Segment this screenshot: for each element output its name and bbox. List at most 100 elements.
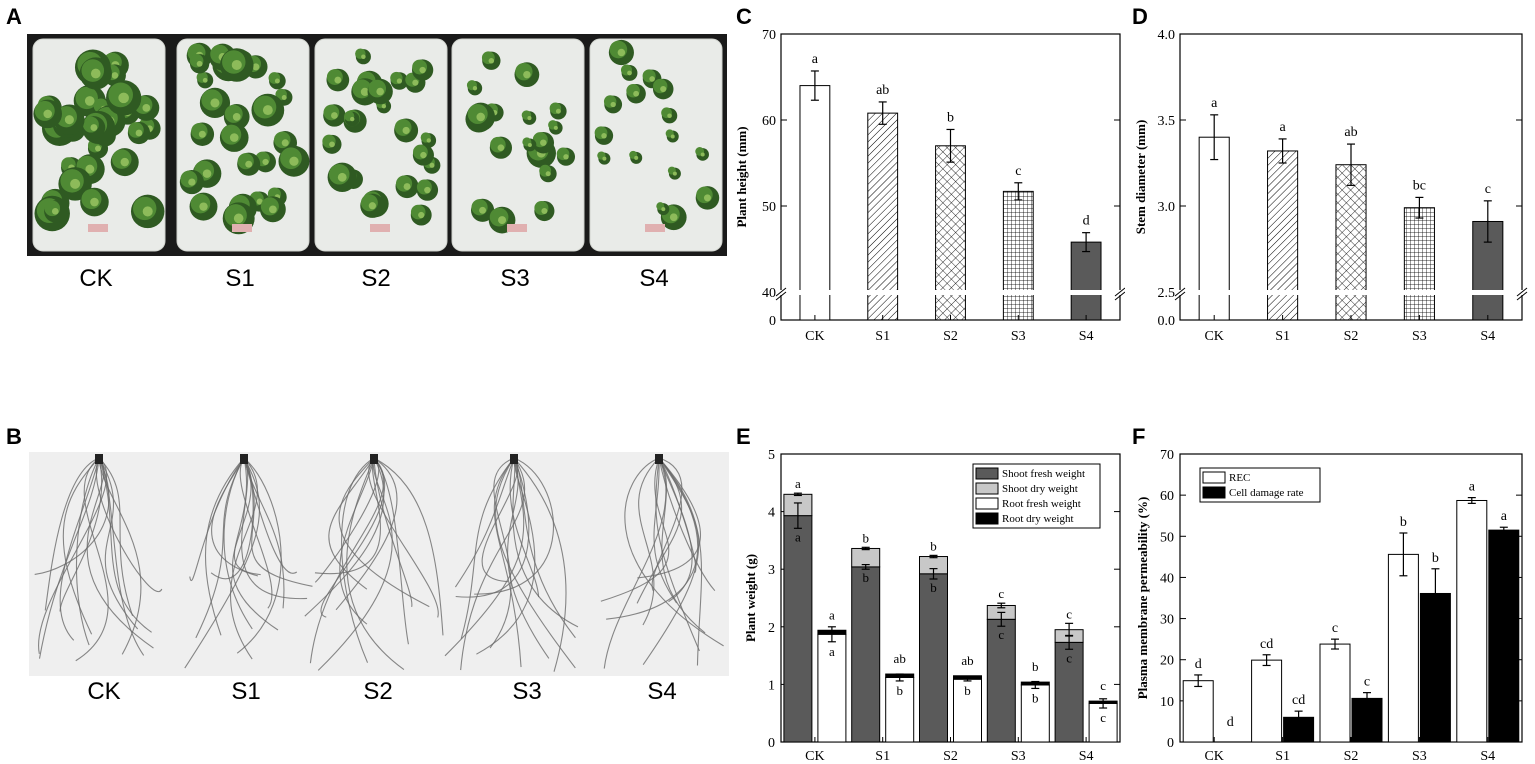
plant-leaf xyxy=(118,92,129,104)
plant-leaf xyxy=(210,98,220,108)
plant-leaf xyxy=(233,213,244,224)
axis-break-mark xyxy=(775,287,787,297)
plant-leaf xyxy=(198,130,206,138)
plant-leaf xyxy=(424,186,431,194)
plant-leaf xyxy=(191,123,208,140)
axis-break-mark xyxy=(1114,291,1125,301)
significance-letter: a xyxy=(795,476,801,491)
significance-letter: b xyxy=(930,538,937,553)
plant-leaf xyxy=(489,207,509,227)
bar-rec xyxy=(1251,659,1283,743)
plant-leaf xyxy=(229,133,239,142)
tray-tag xyxy=(232,224,252,232)
plant-leaf xyxy=(281,139,289,147)
significance-letter: b xyxy=(930,580,937,595)
plant-leaf xyxy=(274,78,280,84)
x-tick-label: S4 xyxy=(1079,329,1094,344)
significance-letter: d xyxy=(1195,657,1202,672)
plant-leaf xyxy=(497,144,505,152)
root-strand xyxy=(241,457,308,600)
significance-letter: cd xyxy=(1292,693,1305,708)
bar-shoot-fresh xyxy=(986,618,1016,743)
plant-leaf xyxy=(190,193,211,214)
significance-letter: a xyxy=(812,52,819,67)
bar xyxy=(1002,190,1034,321)
bar-root-fresh xyxy=(1088,702,1118,743)
significance-letter: d xyxy=(1083,214,1090,229)
plant-leaf xyxy=(142,206,153,217)
root-strand xyxy=(624,457,724,647)
plant-leaf xyxy=(329,141,335,148)
plant-leaf xyxy=(135,129,143,137)
plant-leaf xyxy=(256,198,263,205)
significance-letter: ab xyxy=(876,83,889,98)
plant-leaf xyxy=(111,72,119,79)
y-tick-label: 0 xyxy=(769,314,776,329)
significance-letter: b xyxy=(947,110,954,125)
significance-letter: a xyxy=(829,607,835,622)
plant-leaf xyxy=(289,156,299,166)
plant-leaf xyxy=(44,200,61,217)
significance-letter: c xyxy=(1332,621,1338,636)
x-tick-label: S3 xyxy=(1011,329,1026,344)
significance-letter: c xyxy=(1485,182,1491,197)
bar-cell-damage xyxy=(1488,529,1520,743)
plant-leaf xyxy=(498,216,507,225)
plant-leaf xyxy=(515,63,533,81)
plant-leaf xyxy=(202,169,212,178)
significance-letter: b xyxy=(1400,515,1407,530)
panel-letter-b: B xyxy=(6,424,22,449)
root-crown xyxy=(370,454,378,464)
tray xyxy=(451,38,585,252)
significance-letter: b xyxy=(896,683,903,698)
plant-leaf xyxy=(700,152,705,157)
photo-b-label-s1: S1 xyxy=(231,678,261,705)
plant-leaf xyxy=(360,87,369,96)
root-crown xyxy=(240,454,248,464)
bar xyxy=(867,112,899,321)
plant-leaf xyxy=(403,183,411,191)
plant-leaf xyxy=(609,40,628,59)
legend-swatch xyxy=(975,467,999,480)
significance-letter: b xyxy=(964,683,971,698)
root-strand xyxy=(98,457,134,616)
root-photo xyxy=(29,452,729,676)
x-tick-label: S2 xyxy=(943,749,958,764)
plant-leaf xyxy=(633,90,640,97)
bar xyxy=(799,85,831,321)
significance-letter: b xyxy=(1032,659,1039,674)
plant-leaf xyxy=(111,149,132,169)
significance-letter: b xyxy=(1032,690,1039,705)
plant-leaf xyxy=(419,66,426,74)
bar-shoot-fresh xyxy=(1054,641,1084,743)
root-strand xyxy=(373,457,413,608)
plant-leaf xyxy=(476,112,486,122)
photo-b-label-s2: S2 xyxy=(363,678,393,705)
y-tick-label: 3.5 xyxy=(1158,114,1176,129)
root-strand xyxy=(373,457,444,636)
significance-letter: c xyxy=(1100,710,1106,725)
y-tick-label: 5 xyxy=(768,448,775,463)
y-tick-label: 2 xyxy=(768,621,775,636)
chart-d-stem-diameter: 2.5 3.0 3.5 4.0 0.0 Stem diameter (mm) a CK a S1 a… xyxy=(1133,28,1528,344)
axis-break xyxy=(1176,290,1526,295)
x-tick-label: CK xyxy=(805,329,824,344)
root-strand xyxy=(243,457,313,587)
legend-label: Shoot dry weight xyxy=(1002,483,1078,495)
root-strand xyxy=(38,457,100,659)
plant-leaf xyxy=(64,115,74,125)
root-strand xyxy=(59,457,100,641)
root-strand xyxy=(460,457,526,671)
plant-leaf xyxy=(627,70,632,76)
plant-leaf xyxy=(262,158,269,166)
significance-letter: a xyxy=(1501,509,1508,524)
root-strand xyxy=(44,457,100,611)
bar-shoot-fresh xyxy=(783,515,813,743)
plant-leaf xyxy=(82,116,99,133)
root-strand xyxy=(338,457,430,608)
x-tick-label: S1 xyxy=(1275,749,1290,764)
y-tick-label: 0 xyxy=(1167,736,1174,751)
plant-leaf xyxy=(202,77,208,83)
root-crown xyxy=(510,454,518,464)
plant-leaf xyxy=(396,175,413,192)
